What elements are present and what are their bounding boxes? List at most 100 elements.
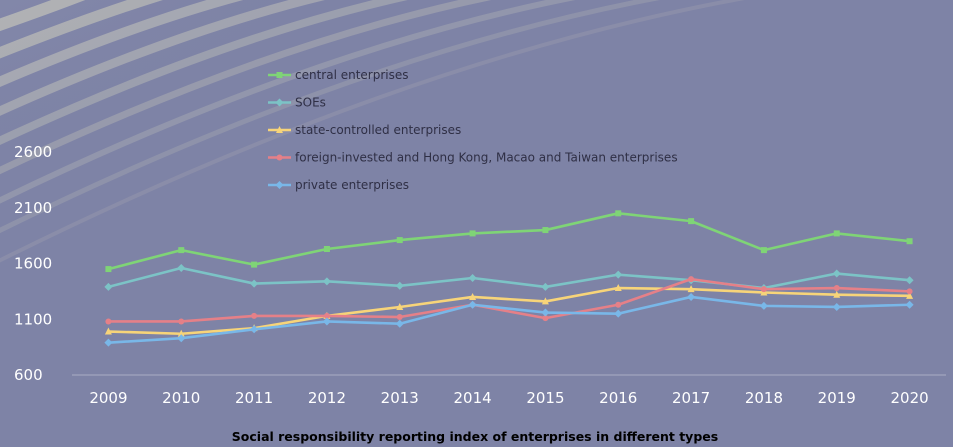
y-tick-label: 1100 bbox=[14, 310, 52, 328]
series-line bbox=[108, 266, 910, 290]
data-point bbox=[178, 247, 185, 254]
data-point bbox=[906, 291, 914, 299]
data-point bbox=[177, 334, 186, 343]
data-point bbox=[760, 247, 767, 254]
data-point bbox=[396, 237, 403, 244]
series-group bbox=[105, 210, 913, 273]
series-line bbox=[108, 286, 910, 336]
legend-swatch-marker bbox=[275, 98, 284, 107]
legend-label: state-controlled enterprises bbox=[295, 123, 461, 137]
data-point bbox=[906, 288, 913, 295]
data-point bbox=[614, 270, 623, 279]
background-swirl-arc bbox=[0, 0, 492, 175]
data-point bbox=[760, 286, 767, 293]
data-point bbox=[687, 292, 696, 301]
background-swirl-arc bbox=[0, 0, 661, 234]
y-tick-label: 600 bbox=[14, 366, 43, 384]
data-point bbox=[104, 282, 113, 291]
data-point bbox=[833, 290, 841, 298]
data-point bbox=[396, 302, 404, 310]
x-tick-label: 2016 bbox=[599, 389, 637, 407]
data-point bbox=[469, 292, 477, 300]
data-point bbox=[615, 301, 622, 308]
data-point bbox=[688, 276, 695, 283]
x-tick-label: 2011 bbox=[235, 389, 273, 407]
data-point bbox=[104, 338, 113, 347]
series-layer bbox=[104, 210, 914, 347]
data-point bbox=[614, 284, 622, 292]
data-point bbox=[688, 218, 695, 225]
series-line bbox=[108, 212, 910, 271]
data-point bbox=[395, 281, 404, 290]
data-point bbox=[615, 210, 622, 217]
data-point bbox=[177, 329, 185, 337]
x-tick-label: 2014 bbox=[453, 389, 491, 407]
data-point bbox=[177, 263, 186, 272]
data-point bbox=[322, 317, 331, 326]
data-point bbox=[395, 319, 404, 328]
data-point bbox=[832, 269, 841, 278]
legend-swatch-marker bbox=[275, 181, 284, 189]
data-point bbox=[396, 314, 403, 321]
data-point bbox=[687, 285, 695, 293]
background-swirl-arc bbox=[0, 0, 326, 116]
x-tick-label: 2010 bbox=[162, 389, 200, 407]
legend-label: SOEs bbox=[295, 96, 326, 110]
data-point bbox=[322, 277, 331, 286]
series-group bbox=[104, 263, 914, 293]
background-swirl-arc bbox=[0, 0, 408, 146]
background-swirl-arc bbox=[0, 0, 576, 204]
legend-swatch-marker bbox=[276, 126, 283, 133]
data-point bbox=[104, 327, 112, 335]
data-point bbox=[614, 309, 623, 318]
series-group bbox=[104, 292, 914, 347]
data-point bbox=[905, 276, 914, 285]
legend: central enterprises SOEs state-controlled … bbox=[268, 68, 678, 192]
background-swirl-arc bbox=[0, 0, 86, 32]
data-point bbox=[833, 285, 840, 292]
data-point bbox=[906, 238, 913, 245]
x-tick-label: 2015 bbox=[526, 389, 564, 407]
data-point bbox=[250, 279, 259, 288]
x-axis: 2009 2010 2011 2012 2013 2014 2015 2016 2017 2018… bbox=[72, 374, 946, 407]
data-point bbox=[468, 300, 477, 309]
data-point bbox=[105, 318, 112, 325]
data-point bbox=[542, 315, 549, 322]
x-tick-label: 2018 bbox=[745, 389, 783, 407]
data-point bbox=[541, 282, 550, 291]
data-point bbox=[833, 230, 840, 237]
data-point bbox=[469, 230, 476, 237]
data-point bbox=[178, 318, 185, 325]
x-tick-label: 2019 bbox=[818, 389, 856, 407]
chart-title: Social responsibility reporting index of… bbox=[232, 429, 718, 444]
legend-label: foreign-invested and Hong Kong, Macao an… bbox=[295, 151, 678, 165]
y-tick-label: 1600 bbox=[14, 255, 52, 273]
legend-swatch-marker bbox=[276, 72, 283, 78]
x-tick-label: 2020 bbox=[890, 389, 928, 407]
x-tick-label: 2009 bbox=[89, 389, 127, 407]
y-tick-label: 2100 bbox=[14, 199, 52, 217]
legend-label: central enterprises bbox=[295, 68, 409, 82]
data-point bbox=[832, 302, 841, 311]
background-swirl-arc bbox=[0, 0, 163, 59]
x-tick-label: 2017 bbox=[672, 389, 710, 407]
y-tick-label: 2600 bbox=[14, 143, 52, 161]
data-point bbox=[105, 266, 112, 273]
x-tick-label: 2013 bbox=[381, 389, 419, 407]
background-swirl-arc bbox=[0, 0, 244, 87]
data-point bbox=[251, 312, 258, 319]
legend-label: private enterprises bbox=[295, 178, 409, 192]
data-point bbox=[323, 312, 330, 319]
data-point bbox=[905, 300, 914, 309]
background-swirl-arc bbox=[0, 0, 745, 263]
data-point bbox=[468, 273, 477, 282]
series-line bbox=[108, 295, 910, 344]
legend-swatch-marker bbox=[276, 154, 283, 161]
x-tick-label: 2012 bbox=[308, 389, 346, 407]
data-point bbox=[251, 261, 258, 268]
series-line bbox=[108, 277, 910, 323]
data-point bbox=[541, 297, 549, 305]
